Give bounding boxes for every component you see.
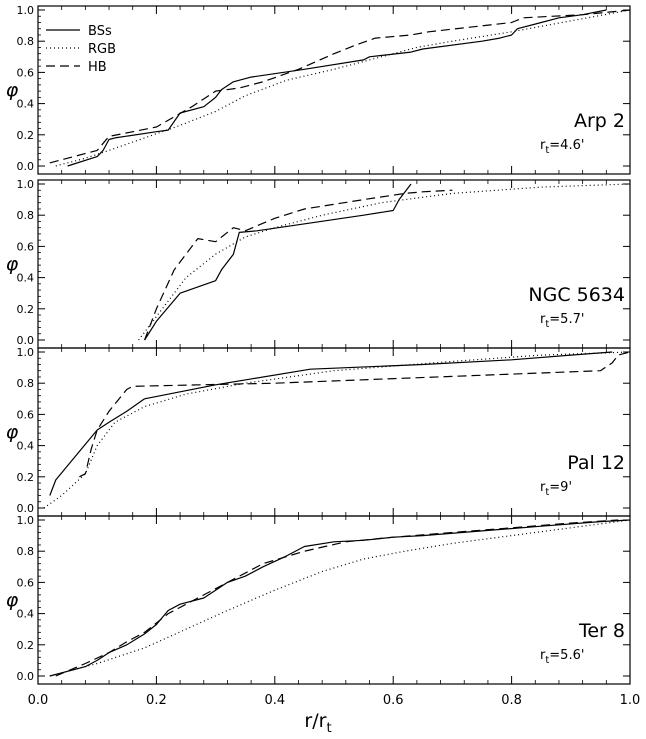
series-line-bss	[49, 351, 613, 496]
tidal-radius-label: rt=9'	[540, 480, 572, 498]
cluster-name: NGC 5634	[528, 284, 625, 306]
y-tick-label: 0.6	[17, 240, 35, 253]
legend-label-rgb: RGB	[88, 42, 116, 57]
y-tick-label: 0.4	[17, 98, 35, 111]
panel-frame	[37, 5, 631, 175]
y-tick-label: 0.8	[17, 545, 35, 558]
legend-label-bss: BSs	[88, 24, 112, 39]
x-axis-title: r/rt	[304, 710, 331, 736]
y-tick-label: 0.2	[17, 639, 35, 652]
series-line-hb	[79, 351, 631, 478]
y-tick-label: 0.0	[17, 502, 35, 515]
y-tick-label: 1.0	[17, 178, 35, 191]
tidal-radius-label: rt=4.6'	[540, 138, 584, 156]
series-line-rgb	[49, 519, 631, 677]
y-tick-label: 0.6	[17, 576, 35, 589]
y-tick-label: 0.6	[17, 66, 35, 79]
panel-frame	[37, 515, 631, 685]
cluster-name: Pal 12	[567, 452, 625, 474]
x-tick-labels: 0.0 0.2 0.4 0.6 0.8 1.0	[28, 693, 641, 708]
series-line-hb	[144, 189, 453, 341]
series-line-hb	[49, 9, 631, 164]
x-tick-label: 0.2	[146, 693, 167, 708]
panel-ter-8: 0.0 0.2 0.4 0.6 0.8 1.0 φ Ter 8 rt=5.6'	[6, 514, 631, 685]
y-tick-label: 0.4	[17, 272, 35, 285]
y-tick-label: 0.8	[17, 377, 35, 390]
y-tick-label: 1.0	[17, 4, 35, 17]
series-line-hb	[55, 519, 619, 677]
y-tick-label: 0.2	[17, 129, 35, 142]
x-axis-title-subscript: t	[326, 721, 331, 736]
tidal-radius-label: rt=5.7'	[540, 312, 584, 330]
y-tick-label: 0.4	[17, 608, 35, 621]
y-tick-label: 0.4	[17, 440, 35, 453]
cluster-name: Arp 2	[574, 110, 625, 132]
y-axis-label: φ	[6, 421, 19, 443]
svg-text:r/rt: r/rt	[304, 710, 331, 736]
series-line-rgb	[43, 351, 631, 509]
legend: BSs RGB HB	[46, 24, 116, 75]
y-tick-label: 0.0	[17, 334, 35, 347]
panel-ngc-5634: 0.0 0.2 0.4 0.6 0.8 1.0 φ NGC 5634 rt=5.7'	[6, 178, 631, 349]
y-tick-label: 0.2	[17, 471, 35, 484]
x-tick-label: 0.8	[501, 693, 522, 708]
y-tick-label: 1.0	[17, 346, 35, 359]
tidal-radius-label: rt=5.6'	[540, 648, 584, 666]
y-axis-label: φ	[6, 253, 19, 275]
x-axis-title-main: r/r	[304, 710, 326, 732]
y-tick-label: 0.2	[17, 303, 35, 316]
series-line-bss	[144, 183, 412, 341]
y-axis-label: φ	[6, 589, 19, 611]
panel-pal-12: 0.0 0.2 0.4 0.6 0.8 1.0 φ Pal 12 rt=9'	[6, 346, 631, 517]
y-tick-label: 0.0	[17, 160, 35, 173]
panel-arp-2: 0.0 0.2 0.4 0.6 0.8 1.0 φ Arp 2 rt=4.6'	[6, 4, 631, 175]
legend-label-hb: HB	[88, 60, 107, 75]
series-line-rgb	[138, 183, 631, 341]
x-tick-label: 0.6	[383, 693, 404, 708]
y-tick-label: 0.6	[17, 408, 35, 421]
series-line-bss	[67, 9, 607, 167]
cluster-name: Ter 8	[578, 620, 625, 642]
x-tick-label: 0.0	[28, 693, 49, 708]
x-tick-label: 0.4	[264, 693, 285, 708]
y-tick-label: 1.0	[17, 514, 35, 527]
y-tick-label: 0.8	[17, 35, 35, 48]
y-tick-label: 0.0	[17, 670, 35, 683]
panels: 0.0 0.2 0.4 0.6 0.8 1.0 φ Arp 2 rt=4.6' 0.0 0.2 0.4…	[6, 4, 641, 708]
series-line-rgb	[55, 9, 631, 167]
y-tick-label: 0.8	[17, 209, 35, 222]
x-tick-label: 1.0	[620, 693, 641, 708]
y-axis-label: φ	[6, 79, 19, 101]
